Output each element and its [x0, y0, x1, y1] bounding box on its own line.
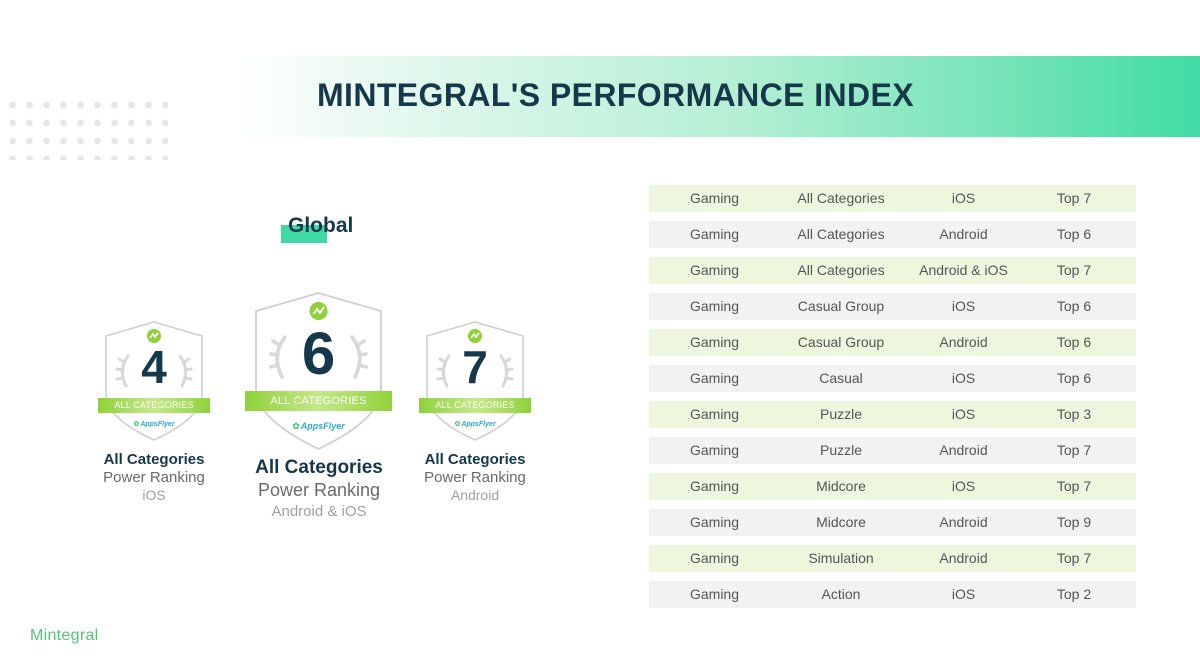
mintegral-logo: Mintegral: [30, 627, 99, 644]
cell-vertical: Gaming: [689, 370, 740, 386]
cell-platform: Android: [939, 226, 988, 242]
badge-caption-android-ios: All Categories Power Ranking Android & i…: [233, 457, 405, 522]
laurel-wreath-icon: [269, 335, 368, 379]
mintegral-badge-icon: [309, 302, 328, 320]
badge-caption-android: All Categories Power Ranking Android: [399, 451, 551, 504]
cell-platform: Android: [939, 334, 988, 350]
cell-platform: iOS: [951, 406, 976, 422]
cell-platform: iOS: [951, 586, 976, 602]
cell-category: Puzzle: [819, 442, 863, 458]
table-row: Gaming Simulation Android Top 7: [649, 545, 1136, 572]
section-heading-text: Global: [288, 214, 354, 237]
table-row: Gaming Midcore Android Top 9: [649, 509, 1136, 536]
cell-platform: Android: [939, 514, 988, 530]
cell-rank: Top 6: [1056, 370, 1092, 386]
cell-platform: iOS: [951, 190, 976, 206]
caption-platform: Android: [450, 487, 500, 503]
appsflyer-logo-icon: ✿AppsFlyer: [133, 421, 175, 428]
cell-vertical: Gaming: [689, 406, 740, 422]
heading-highlight: [281, 225, 327, 243]
cell-vertical: Gaming: [689, 586, 740, 602]
badge-caption-ios: All Categories Power Ranking iOS: [78, 451, 230, 504]
cell-category: Midcore: [816, 478, 866, 494]
cell-vertical: Gaming: [689, 190, 740, 206]
caption-title: All Categories: [103, 451, 205, 468]
table-row: Gaming Puzzle iOS Top 3: [649, 401, 1136, 428]
table-row: Gaming All Categories iOS Top 7: [649, 185, 1136, 212]
badge-ribbon: ALL CATEGORIES: [98, 398, 210, 413]
cell-vertical: Gaming: [689, 442, 740, 458]
caption-subtitle: Power Ranking: [424, 469, 526, 486]
badge-rank: 7: [462, 341, 488, 393]
badge-ribbon: ALL CATEGORIES: [419, 398, 531, 413]
cell-rank: Top 9: [1056, 514, 1092, 530]
page-title: MINTEGRAL'S PERFORMANCE INDEX: [317, 77, 915, 113]
cell-category: All Categories: [797, 190, 885, 206]
cell-category: Casual: [819, 370, 863, 386]
cell-rank: Top 7: [1056, 550, 1092, 566]
cell-vertical: Gaming: [689, 334, 740, 350]
cell-category: Puzzle: [819, 406, 863, 422]
appsflyer-logo-icon: ✿AppsFlyer: [292, 421, 345, 431]
cell-category: Casual Group: [797, 334, 885, 350]
header-banner: [232, 56, 1200, 137]
cell-rank: Top 6: [1056, 334, 1092, 350]
cell-platform: Android: [939, 442, 988, 458]
table-row: Gaming All Categories Android & iOS Top …: [649, 257, 1136, 284]
cell-rank: Top 7: [1056, 262, 1092, 278]
cell-vertical: Gaming: [689, 262, 740, 278]
table-row: Gaming Puzzle Android Top 7: [649, 437, 1136, 464]
cell-platform: iOS: [951, 370, 976, 386]
table-row: Gaming Action iOS Top 2: [649, 581, 1136, 608]
caption-platform: iOS: [142, 487, 166, 503]
caption-title: All Categories: [255, 457, 383, 478]
badge-rank: 6: [301, 320, 336, 387]
cell-vertical: Gaming: [689, 478, 740, 494]
cell-platform: Android & iOS: [919, 262, 1008, 278]
cell-rank: Top 3: [1056, 406, 1092, 422]
badge-ios: 4 ALL CATEGORIES ✿AppsFlyer: [98, 320, 210, 442]
table-row: Gaming All Categories Android Top 6: [649, 221, 1136, 248]
badge-android-ios: 6 ALL CATEGORIES ✿AppsFlyer: [245, 291, 392, 451]
dot-grid-decoration: [0, 96, 168, 160]
mintegral-badge-icon: [147, 329, 161, 343]
badge-android: 7 ALL CATEGORIES ✿AppsFlyer: [419, 320, 531, 442]
cell-vertical: Gaming: [689, 226, 740, 242]
appsflyer-logo-icon: ✿AppsFlyer: [454, 421, 496, 428]
badge-ribbon: ALL CATEGORIES: [245, 391, 392, 411]
cell-rank: Top 2: [1056, 586, 1092, 602]
cell-vertical: Gaming: [689, 550, 740, 566]
cell-category: All Categories: [797, 262, 885, 278]
cell-category: Simulation: [808, 550, 874, 566]
table-row: Gaming Casual Group Android Top 6: [649, 329, 1136, 356]
section-heading: Global: [281, 214, 353, 246]
table-row: Gaming Midcore iOS Top 7: [649, 473, 1136, 500]
caption-subtitle: Power Ranking: [257, 480, 381, 500]
table-row: Gaming Casual Group iOS Top 6: [649, 293, 1136, 320]
cell-category: Action: [821, 586, 861, 602]
cell-rank: Top 6: [1056, 226, 1092, 242]
laurel-wreath-icon: [115, 354, 193, 388]
cell-rank: Top 6: [1056, 298, 1092, 314]
table-row: Gaming Casual iOS Top 6: [649, 365, 1136, 392]
badge-rank: 4: [141, 341, 167, 393]
caption-subtitle: Power Ranking: [103, 469, 205, 486]
laurel-wreath-icon: [436, 354, 514, 388]
caption-title: All Categories: [424, 451, 526, 468]
cell-platform: iOS: [951, 298, 976, 314]
cell-category: Midcore: [816, 514, 866, 530]
cell-platform: Android: [939, 550, 988, 566]
cell-vertical: Gaming: [689, 298, 740, 314]
caption-platform: Android & iOS: [271, 503, 367, 520]
cell-vertical: Gaming: [689, 514, 740, 530]
cell-rank: Top 7: [1056, 442, 1092, 458]
mintegral-badge-icon: [468, 329, 482, 343]
cell-rank: Top 7: [1056, 478, 1092, 494]
cell-platform: iOS: [951, 478, 976, 494]
cell-rank: Top 7: [1056, 190, 1092, 206]
cell-category: All Categories: [797, 226, 885, 242]
cell-category: Casual Group: [797, 298, 885, 314]
